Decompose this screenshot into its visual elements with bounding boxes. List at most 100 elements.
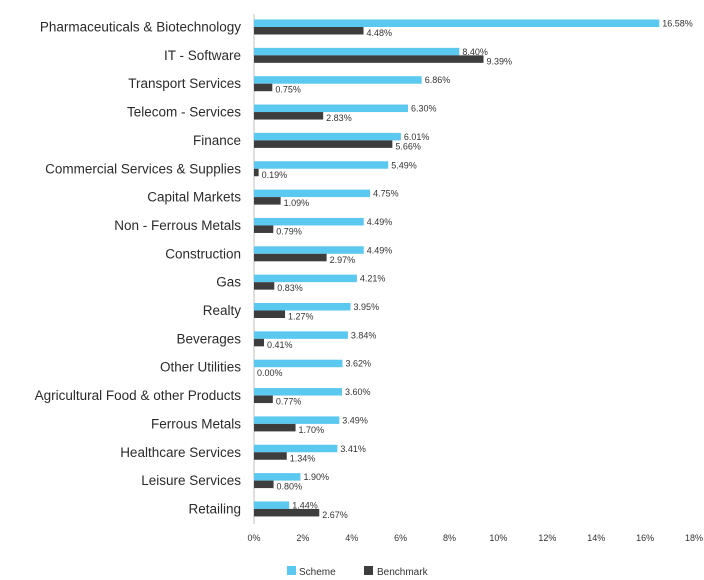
- benchmark-value-label: 2.83%: [326, 113, 352, 123]
- benchmark-value-label: 0.83%: [277, 283, 303, 293]
- category-label: Healthcare Services: [120, 445, 241, 460]
- benchmark-bar: [254, 140, 393, 148]
- category-label: Leisure Services: [141, 473, 241, 488]
- benchmark-value-label: 2.67%: [322, 510, 348, 520]
- benchmark-bar: [254, 452, 287, 460]
- category-label: Transport Services: [128, 76, 241, 91]
- category-label: Non - Ferrous Metals: [114, 218, 241, 233]
- category-label: Gas: [216, 275, 241, 290]
- benchmark-value-label: 0.00%: [257, 368, 283, 378]
- scheme-value-label: 16.58%: [662, 19, 693, 29]
- scheme-value-label: 4.75%: [373, 189, 399, 199]
- x-tick-label: 4%: [345, 533, 358, 543]
- category-label: Commercial Services & Supplies: [45, 161, 241, 176]
- benchmark-value-label: 2.97%: [330, 255, 356, 265]
- benchmark-bar: [254, 480, 274, 489]
- benchmark-bar: [254, 395, 273, 404]
- legend-swatch-benchmark: [364, 566, 373, 575]
- scheme-bar: [254, 359, 343, 368]
- benchmark-bar: [254, 55, 484, 63]
- benchmark-value-label: 1.70%: [299, 425, 325, 435]
- x-tick-label: 0%: [247, 533, 260, 543]
- scheme-bar: [254, 47, 460, 56]
- category-label: Realty: [203, 303, 242, 318]
- x-tick-label: 10%: [489, 533, 507, 543]
- category-label: Finance: [193, 133, 241, 148]
- x-tick-label: 14%: [587, 533, 605, 543]
- scheme-value-label: 8.40%: [462, 47, 488, 57]
- scheme-value-label: 6.01%: [404, 132, 430, 142]
- benchmark-bar: [254, 83, 273, 92]
- scheme-bar: [254, 501, 290, 509]
- scheme-bar: [254, 189, 371, 198]
- scheme-bar: [254, 104, 408, 113]
- benchmark-bar: [254, 282, 275, 290]
- scheme-bar: [254, 388, 342, 396]
- benchmark-bar: [254, 168, 259, 177]
- scheme-value-label: 3.62%: [345, 359, 371, 369]
- x-tick-label: 2%: [296, 533, 309, 543]
- x-tick-label: 6%: [394, 533, 407, 543]
- category-label: Construction: [165, 246, 241, 261]
- benchmark-value-label: 0.19%: [262, 170, 288, 180]
- scheme-bar: [254, 444, 338, 453]
- scheme-bar: [254, 473, 301, 481]
- benchmark-value-label: 0.75%: [275, 85, 301, 95]
- benchmark-value-label: 1.27%: [288, 312, 314, 322]
- scheme-bar: [254, 19, 660, 27]
- benchmark-bar: [254, 338, 265, 347]
- benchmark-value-label: 4.48%: [367, 28, 393, 38]
- scheme-value-label: 3.49%: [342, 415, 368, 425]
- benchmark-bar: [254, 112, 324, 120]
- scheme-bar: [254, 416, 340, 424]
- category-label: Retailing: [188, 501, 241, 516]
- scheme-value-label: 4.49%: [367, 217, 393, 227]
- legend-label-benchmark: Benchmark: [377, 567, 429, 578]
- x-tick-label: 18%: [685, 533, 703, 543]
- legend-swatch-scheme: [287, 566, 296, 575]
- scheme-value-label: 4.21%: [360, 274, 386, 284]
- scheme-value-label: 6.86%: [425, 75, 451, 85]
- category-label: IT - Software: [164, 48, 241, 63]
- scheme-value-label: 3.95%: [354, 302, 380, 312]
- scheme-value-label: 5.49%: [391, 160, 417, 170]
- benchmark-bar: [254, 27, 364, 35]
- scheme-bar: [254, 303, 351, 311]
- category-label: Telecom - Services: [127, 105, 241, 120]
- benchmark-value-label: 0.80%: [277, 482, 303, 492]
- category-label: Ferrous Metals: [151, 416, 241, 431]
- category-label: Pharmaceuticals & Biotechnology: [40, 20, 241, 35]
- scheme-value-label: 1.90%: [303, 472, 329, 482]
- scheme-value-label: 4.49%: [367, 245, 393, 255]
- category-label: Beverages: [176, 331, 241, 346]
- scheme-bar: [254, 161, 389, 169]
- category-label: Other Utilities: [160, 360, 241, 375]
- benchmark-bar: [254, 197, 281, 205]
- benchmark-bar: [254, 253, 327, 262]
- scheme-bar: [254, 132, 401, 141]
- scheme-value-label: 3.60%: [345, 387, 371, 397]
- scheme-bar: [254, 274, 357, 283]
- category-label: Capital Markets: [147, 190, 241, 205]
- benchmark-value-label: 1.34%: [290, 453, 316, 463]
- x-tick-label: 8%: [443, 533, 456, 543]
- benchmark-value-label: 5.66%: [395, 141, 421, 151]
- x-tick-label: 12%: [538, 533, 556, 543]
- benchmark-value-label: 1.09%: [284, 198, 310, 208]
- benchmark-bar: [254, 310, 286, 318]
- benchmark-value-label: 0.79%: [276, 226, 302, 236]
- legend-label-scheme: Scheme: [299, 567, 336, 578]
- benchmark-value-label: 0.41%: [267, 340, 293, 350]
- benchmark-bar: [254, 508, 320, 517]
- scheme-value-label: 3.41%: [340, 444, 366, 454]
- scheme-value-label: 1.44%: [292, 500, 318, 510]
- scheme-value-label: 6.30%: [411, 104, 437, 114]
- scheme-bar: [254, 331, 348, 339]
- scheme-bar: [254, 217, 364, 226]
- benchmark-bar: [254, 423, 296, 432]
- x-tick-label: 16%: [636, 533, 654, 543]
- scheme-bar: [254, 76, 422, 84]
- scheme-bar: [254, 246, 364, 254]
- category-label: Agricultural Food & other Products: [35, 388, 242, 403]
